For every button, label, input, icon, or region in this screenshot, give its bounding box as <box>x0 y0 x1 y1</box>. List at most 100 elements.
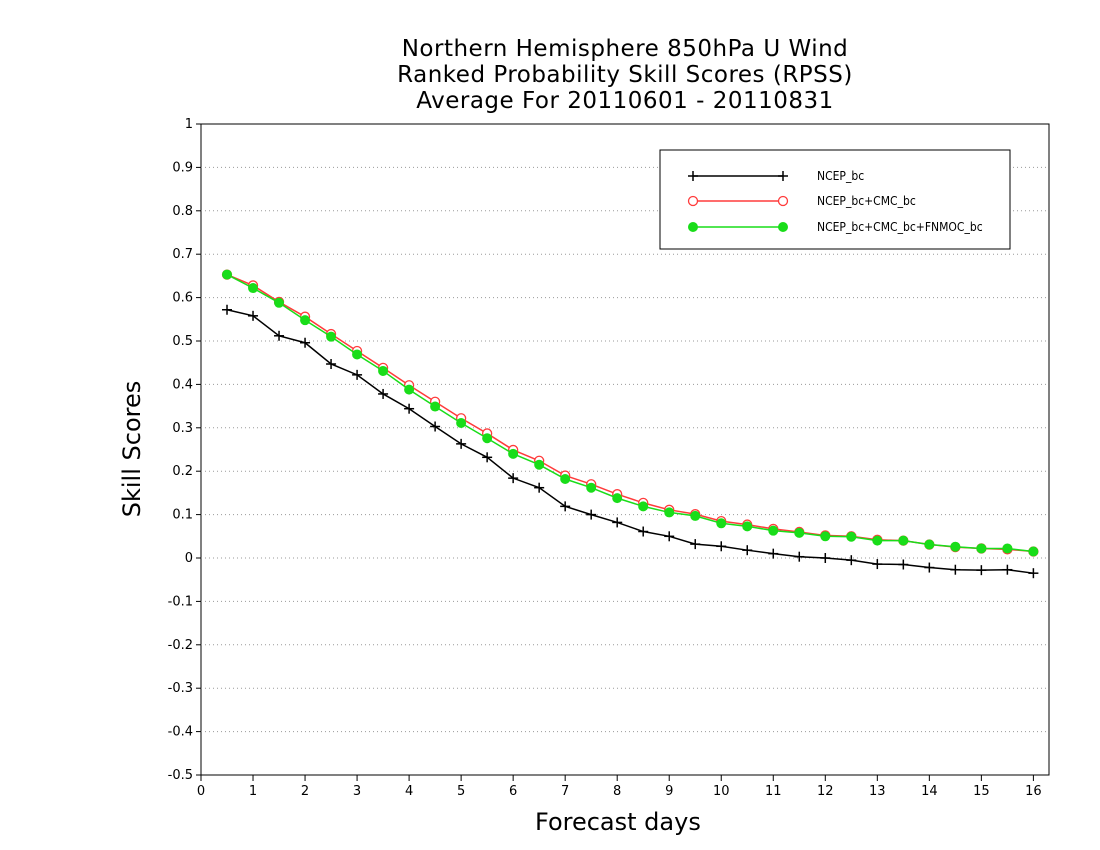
data-point <box>300 337 311 348</box>
y-tick-label: -0.4 <box>168 725 193 740</box>
y-tick-label: 0.3 <box>172 421 193 436</box>
x-tick-label: 0 <box>197 784 205 799</box>
series-line <box>226 273 1034 553</box>
legend-label: NCEP_bc+CMC_bc+FNMOC_bc <box>817 220 983 234</box>
data-point <box>716 518 727 529</box>
data-point <box>560 474 571 485</box>
data-point <box>274 330 285 341</box>
data-point <box>664 507 675 518</box>
grid-lines <box>201 166 1049 733</box>
y-tick-label: 0.7 <box>172 247 193 262</box>
x-tick-label: 12 <box>817 784 834 799</box>
data-point <box>534 482 545 493</box>
x-tick-label: 7 <box>561 784 569 799</box>
plot-frame <box>200 123 1050 776</box>
data-point <box>898 535 909 546</box>
series-line <box>226 309 1034 574</box>
data-point <box>456 418 467 429</box>
y-tick-label: 0.5 <box>172 334 193 349</box>
data-point <box>950 541 961 552</box>
data-point <box>508 473 519 484</box>
y-axis-title: Skill Scores <box>118 380 146 518</box>
data-point <box>274 297 285 308</box>
data-point <box>688 171 698 181</box>
data-point <box>404 403 415 414</box>
data-point <box>794 527 805 538</box>
series-NCEP_bc+CMC_bc <box>221 269 1039 557</box>
legend-label: NCEP_bc <box>817 169 864 183</box>
chart-title-line-2: Ranked Probability Skill Scores (RPSS) <box>397 62 853 88</box>
y-tick-label: -0.1 <box>168 594 193 609</box>
data-point <box>586 509 597 520</box>
data-point <box>1028 546 1039 557</box>
legend-label: NCEP_bc+CMC_bc <box>817 194 916 208</box>
data-point <box>456 438 467 449</box>
x-tick-label: 13 <box>869 784 886 799</box>
data-point <box>248 283 259 294</box>
data-point <box>326 331 337 342</box>
data-point <box>778 222 788 232</box>
data-point <box>352 369 363 380</box>
series-line <box>226 273 1034 553</box>
y-tick-label: -0.5 <box>168 768 193 783</box>
x-tick-label: 11 <box>765 784 782 799</box>
data-point <box>248 310 259 321</box>
data-point <box>688 222 698 232</box>
data-point <box>872 559 883 570</box>
x-tick-label: 4 <box>405 784 413 799</box>
data-point <box>560 501 571 512</box>
data-point <box>612 517 623 528</box>
data-point <box>378 388 389 399</box>
data-point <box>352 349 363 360</box>
x-tick-label: 10 <box>713 784 730 799</box>
data-point <box>924 539 935 550</box>
y-tick-label: -0.3 <box>168 681 193 696</box>
data-point <box>777 195 789 207</box>
x-tick-label: 9 <box>665 784 673 799</box>
legend-box <box>659 149 1011 250</box>
data-point <box>976 565 987 576</box>
series-NCEP_bc+CMC_bc+FNMOC_bc <box>222 269 1039 557</box>
data-point <box>742 545 753 556</box>
y-tick-label: 0.1 <box>172 508 193 523</box>
x-tick-label: 14 <box>921 784 938 799</box>
y-tick-label: 0 <box>185 551 193 566</box>
data-point <box>638 526 649 537</box>
data-point <box>924 562 935 573</box>
chart-title-line-1: Northern Hemisphere 850hPa U Wind <box>401 36 849 62</box>
y-tick-label: 0.2 <box>172 464 193 479</box>
data-point <box>872 535 883 546</box>
legend: NCEP_bc NCEP_bc+CMC_bc NCEP_bc+CMC_bc+FNMO… <box>659 149 1011 250</box>
chart-title-line-3: Average For 20110601 - 20110831 <box>416 88 834 114</box>
data-point <box>430 421 441 432</box>
series-layer <box>221 269 1039 579</box>
data-point <box>326 359 337 370</box>
data-point <box>430 401 441 412</box>
data-point <box>404 384 415 395</box>
x-tick-label: 8 <box>613 784 621 799</box>
x-axis-title: Forecast days <box>535 808 701 836</box>
x-axis: 0 1 2 3 4 5 6 7 8 9 10 11 12 13 14 15 16 <box>197 775 1042 799</box>
data-point <box>768 525 779 536</box>
x-tick-label: 15 <box>973 784 990 799</box>
data-point <box>300 315 311 326</box>
x-tick-label: 3 <box>353 784 361 799</box>
y-tick-label: 0.4 <box>172 377 193 392</box>
data-point <box>664 531 675 542</box>
y-tick-label: 1 <box>185 117 193 132</box>
y-tick-label: -0.2 <box>168 638 193 653</box>
data-point <box>690 539 701 550</box>
x-tick-label: 1 <box>249 784 257 799</box>
data-point <box>950 564 961 575</box>
data-point <box>638 501 649 512</box>
data-point <box>508 448 519 459</box>
data-point <box>778 171 788 181</box>
data-point <box>716 541 727 552</box>
data-point <box>820 531 831 542</box>
data-point <box>687 195 699 207</box>
data-point <box>612 493 623 504</box>
x-tick-label: 16 <box>1025 784 1042 799</box>
y-axis: -0.5 -0.4 -0.3 -0.2 -0.1 0 0.1 0.2 0.3 0.4 0.5 0.6 0… <box>168 117 201 783</box>
data-point <box>846 531 857 542</box>
y-tick-label: 0.8 <box>172 204 193 219</box>
